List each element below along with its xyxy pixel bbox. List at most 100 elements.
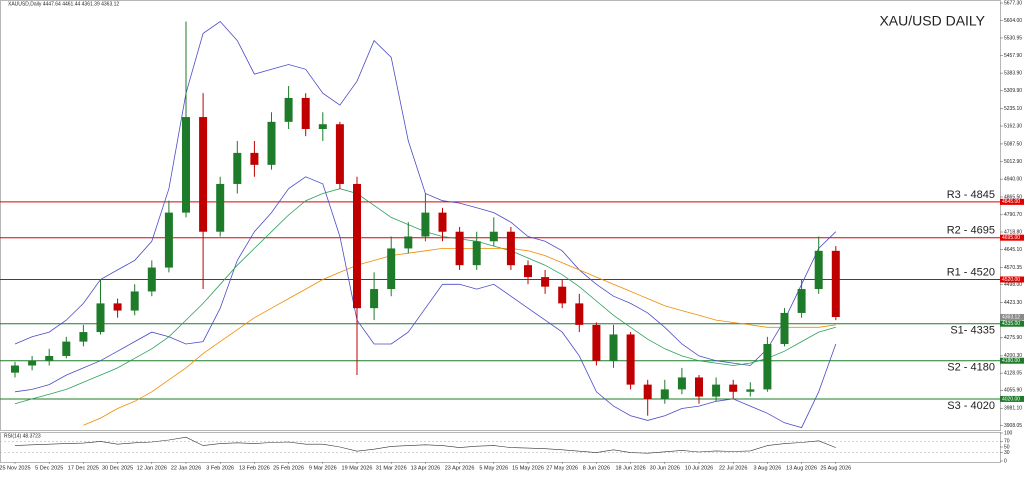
candle-body: [335, 124, 344, 184]
y-tick-label: 4055.90: [1004, 388, 1022, 394]
candle-body: [814, 250, 823, 290]
candle-body: [11, 365, 19, 373]
y-tick-label: 4865.50: [1004, 194, 1022, 200]
price-panel: [0, 0, 1001, 431]
rsi-tick-label: 0: [1004, 458, 1007, 464]
x-tick-label: 5 Dec 2025: [35, 465, 63, 471]
level-axis-label: 4845.00: [1002, 199, 1020, 205]
chart-title: XAU/USD DAILY: [879, 13, 985, 29]
candle-body: [62, 341, 71, 356]
candle-body: [558, 286, 567, 304]
rsi-tick-label: 50: [1004, 444, 1010, 450]
candle-body: [541, 277, 550, 287]
candle-body: [506, 231, 515, 266]
x-tick-label: 15 May 2026: [512, 465, 544, 471]
candle-body: [216, 183, 225, 232]
level-axis-label: 4020.00: [1002, 396, 1020, 402]
y-tick-label: 4718.80: [1004, 229, 1022, 235]
header: XAUUSD,Daily 4447.64 4461.44 4361.39 436…: [8, 1, 119, 7]
level-axis-box: [1000, 395, 1024, 402]
level-axis-label: 4335.00: [1002, 321, 1020, 327]
x-tick-label: 22 Jul 2026: [719, 465, 747, 471]
last-price-box: [1000, 313, 1024, 320]
x-tick-label: 18 Jun 2026: [615, 465, 645, 471]
candle-body: [28, 360, 37, 366]
y-tick-label: 4645.10: [1004, 247, 1022, 253]
y-tick-label: 4423.30: [1004, 300, 1022, 306]
x-tick-label: 30 Dec 2025: [102, 465, 133, 471]
level-label: R3 - 4845: [947, 189, 995, 201]
candle-body: [660, 389, 669, 399]
candle-body: [763, 344, 772, 390]
candle-body: [250, 152, 259, 165]
x-tick-label: 13 Aug 2026: [786, 465, 817, 471]
candle-body: [96, 303, 105, 333]
level-label: S3 - 4020: [947, 400, 995, 412]
candle-body: [45, 355, 54, 361]
y-tick-label: 5604.00: [1004, 18, 1022, 24]
candle-body: [643, 384, 652, 399]
x-tick-label: 25 Feb 2026: [273, 465, 304, 471]
x-tick-label: 10 Jul 2026: [685, 465, 713, 471]
candle-body: [404, 236, 413, 249]
candle-body: [267, 121, 276, 165]
y-tick-label: 4350.80: [1004, 317, 1022, 323]
y-tick-label: 5530.95: [1004, 35, 1022, 41]
y-tick-label: 5677.30: [1004, 0, 1022, 6]
candle-body: [780, 312, 789, 344]
candle-body: [421, 212, 430, 237]
candle-body: [729, 384, 738, 392]
y-tick-label: 4570.35: [1004, 265, 1022, 271]
level-axis-box: [1000, 276, 1024, 283]
candle-body: [831, 250, 840, 318]
candle-body: [147, 267, 156, 292]
candle-body: [318, 124, 327, 129]
x-tick-label: 13 Apr 2026: [411, 465, 441, 471]
candle-body: [233, 152, 242, 184]
indicator-line: [14, 176, 837, 429]
level-label: S1- 4335: [950, 325, 995, 337]
candle-body: [284, 97, 293, 122]
candle-body: [592, 324, 601, 361]
y-tick-label: 4128.05: [1004, 370, 1022, 376]
candle-body: [455, 231, 464, 266]
x-tick-label: 5 May 2026: [479, 465, 508, 471]
y-tick-label: 4275.90: [1004, 335, 1022, 341]
y-tick-label: 5457.90: [1004, 53, 1022, 59]
x-tick-label: 23 Apr 2026: [445, 465, 475, 471]
y-tick-label: 4498.00: [1004, 282, 1022, 288]
y-tick-label: 5162.30: [1004, 123, 1022, 129]
candle-body: [301, 97, 310, 129]
x-tick-label: 12 Jan 2026: [137, 465, 167, 471]
candle-body: [164, 212, 173, 268]
y-tick-label: 3908.05: [1004, 423, 1022, 429]
y-tick-label: 3981.10: [1004, 406, 1022, 412]
rsi-tick-label: 30: [1004, 450, 1010, 456]
x-tick-label: 3 Aug 2026: [753, 465, 781, 471]
y-tick-label: 5309.90: [1004, 88, 1022, 94]
candle-body: [489, 231, 498, 242]
x-tick-label: 9 Mar 2026: [309, 465, 337, 471]
rsi-line: [14, 436, 836, 454]
y-tick-label: 5383.90: [1004, 70, 1022, 76]
candle-body: [575, 303, 584, 325]
level-axis-label: 4180.00: [1002, 358, 1020, 364]
x-tick-label: 19 Mar 2026: [342, 465, 373, 471]
x-tick-label: 25 Aug 2026: [820, 465, 851, 471]
level-axis-box: [1000, 357, 1024, 364]
x-tick-label: 22 Jan 2026: [171, 465, 201, 471]
candle-body: [524, 265, 532, 278]
level-axis-box: [1000, 198, 1024, 205]
y-tick-label: 5087.50: [1004, 141, 1022, 147]
candle-body: [695, 377, 703, 397]
candle-body: [797, 289, 806, 313]
candle-body: [677, 377, 686, 390]
candle-body: [199, 117, 208, 232]
candle-body: [370, 289, 379, 309]
y-tick-label: 4940.00: [1004, 176, 1022, 182]
level-axis-box: [1000, 234, 1024, 241]
level-axis-box: [1000, 320, 1024, 327]
x-tick-label: 3 Feb 2026: [206, 465, 234, 471]
candle-body: [387, 248, 396, 290]
x-tick-label: 31 Mar 2026: [376, 465, 407, 471]
